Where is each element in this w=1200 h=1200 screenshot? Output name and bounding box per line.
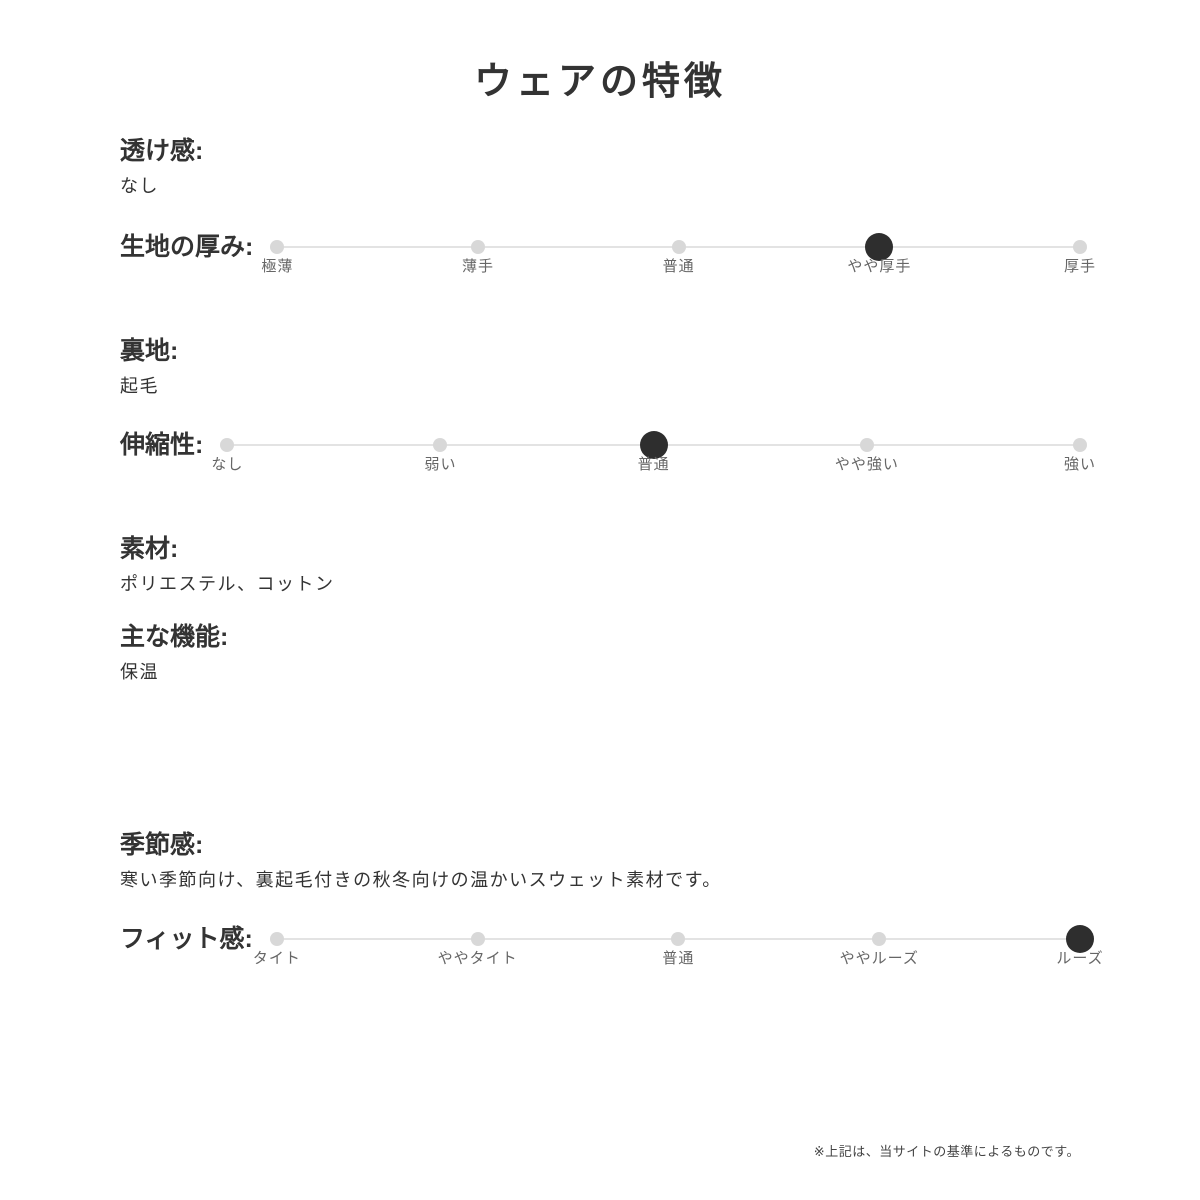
section-season: 季節感: 寒い季節向け、裏起毛付きの秋冬向けの温かいスウェット素材です。 [120, 830, 1080, 892]
scale-option-label: ややルーズ [839, 950, 919, 967]
stretch-scale: なし 弱い 普通 やや強い 強い [211, 428, 1095, 473]
fit-scale: タイト ややタイト 普通 ややルーズ ルーズ [253, 922, 1103, 967]
scale-option-label: タイト [252, 950, 301, 967]
scale-option-label: 極薄 [261, 258, 294, 275]
scale-dot [859, 438, 874, 452]
section-stretch: 伸縮性: なし 弱い 普通 やや強い 強い [120, 428, 1095, 473]
scale-dot-selected [639, 431, 668, 459]
season-value: 寒い季節向け、裏起毛付きの秋冬向けの温かいスウェット素材です。 [120, 870, 722, 890]
lining-value: 起毛 [120, 376, 159, 396]
scale-option-label: 薄手 [461, 258, 494, 275]
scale-option-label: なし [211, 456, 244, 473]
main-function-label: 主な機能: [120, 623, 229, 651]
lining-label: 裏地: [120, 337, 179, 365]
scale-option-label: やや強い [834, 456, 899, 473]
scale-dot [433, 438, 448, 452]
page-title: ウェアの特徴 [473, 61, 726, 103]
material-label: 素材: [120, 535, 179, 563]
scale-option-label: 強い [1063, 456, 1097, 473]
sheerness-label: 透け感: [120, 137, 204, 165]
scale-option-label: 普通 [637, 456, 670, 473]
scale-option-label: やや厚手 [847, 258, 912, 275]
scale-option-label: 厚手 [1063, 258, 1097, 275]
footnote: ※上記は、当サイトの基準によるものです。 [813, 1144, 1080, 1159]
scale-dot-selected [1066, 925, 1094, 953]
scale-dot [671, 240, 686, 254]
sheerness-value: なし [120, 176, 159, 196]
stretch-label: 伸縮性: [120, 431, 204, 459]
scale-dot [269, 932, 284, 946]
thickness-scale: 極薄 薄手 普通 やや厚手 厚手 [261, 230, 1095, 275]
scale-dot [270, 240, 285, 254]
section-lining: 裏地: 起毛 [120, 336, 1080, 398]
scale-option-label: 弱い [424, 456, 457, 473]
scale-option-label: ルーズ [1056, 950, 1104, 967]
scale-dot-selected [865, 233, 894, 261]
section-material: 素材: ポリエステル、コットン [120, 534, 1080, 596]
section-fit: フィット感: タイト ややタイト 普通 ややルーズ ルーズ [120, 922, 1103, 967]
material-value: ポリエステル、コットン [120, 574, 335, 594]
scale-dot [470, 240, 485, 254]
scale-dot [1073, 438, 1087, 452]
section-sheerness: 透け感: なし [120, 136, 1080, 198]
thickness-label: 生地の厚み: [120, 233, 254, 261]
scale-option-label: ややタイト [437, 950, 518, 967]
scale-dot [872, 932, 887, 946]
scale-dot [1073, 240, 1087, 254]
scale-dot [671, 932, 686, 946]
scale-dot [220, 438, 235, 452]
scale-option-label: 普通 [662, 950, 695, 967]
fit-label: フィット感: [120, 925, 253, 953]
main-function-value: 保温 [120, 662, 159, 682]
section-thickness: 生地の厚み: 極薄 薄手 普通 やや厚手 厚手 [120, 230, 1095, 275]
scale-option-label: 普通 [662, 258, 695, 275]
wear-features-panel: ウェアの特徴 透け感: なし 生地の厚み: 極薄 薄手 普通 やや厚手 厚手 裏地: 起… [120, 0, 1103, 967]
scale-dot [470, 932, 485, 946]
season-label: 季節感: [120, 831, 204, 859]
section-main-function: 主な機能: 保温 [120, 622, 1080, 684]
